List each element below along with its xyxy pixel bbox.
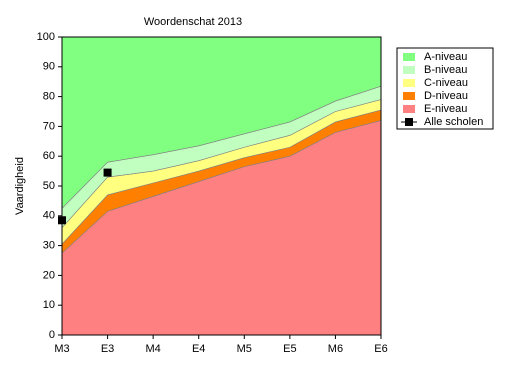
marker <box>103 168 112 177</box>
legend-swatch <box>403 53 415 61</box>
x-tick-label: E6 <box>374 343 387 355</box>
legend-label: A-niveau <box>424 51 467 63</box>
legend-label: D-niveau <box>424 90 468 102</box>
x-tick-label: M5 <box>237 343 252 355</box>
chart-title: Woordenschat 2013 <box>144 16 242 28</box>
y-tick-label: 60 <box>43 150 55 162</box>
legend-marker <box>405 118 413 126</box>
x-tick-label: E5 <box>283 343 296 355</box>
y-tick-label: 10 <box>43 299 55 311</box>
y-tick-label: 80 <box>43 91 55 103</box>
y-tick-label: 70 <box>43 120 55 132</box>
y-tick-label: 30 <box>43 240 55 252</box>
y-tick-label: 50 <box>43 180 55 192</box>
x-tick-label: M4 <box>146 343 161 355</box>
legend-label: B-niveau <box>424 64 467 76</box>
y-tick-label: 20 <box>43 269 55 281</box>
x-tick-label: M6 <box>328 343 343 355</box>
y-axis-label: Vaardigheid <box>14 157 26 215</box>
legend-swatch <box>403 66 415 74</box>
y-tick-label: 40 <box>43 210 55 222</box>
legend-label: E-niveau <box>424 103 467 115</box>
legend-swatch <box>403 92 415 100</box>
y-tick-label: 90 <box>43 61 55 73</box>
y-tick-label: 0 <box>49 329 55 341</box>
legend-swatch <box>403 79 415 87</box>
legend-label: C-niveau <box>424 77 468 89</box>
y-tick-label: 100 <box>37 31 55 43</box>
x-tick-label: E4 <box>192 343 205 355</box>
legend-swatch <box>403 105 415 113</box>
legend-box <box>396 47 494 130</box>
x-tick-label: E3 <box>101 343 114 355</box>
x-tick-label: M3 <box>54 343 69 355</box>
legend-label: Alle scholen <box>424 116 483 128</box>
